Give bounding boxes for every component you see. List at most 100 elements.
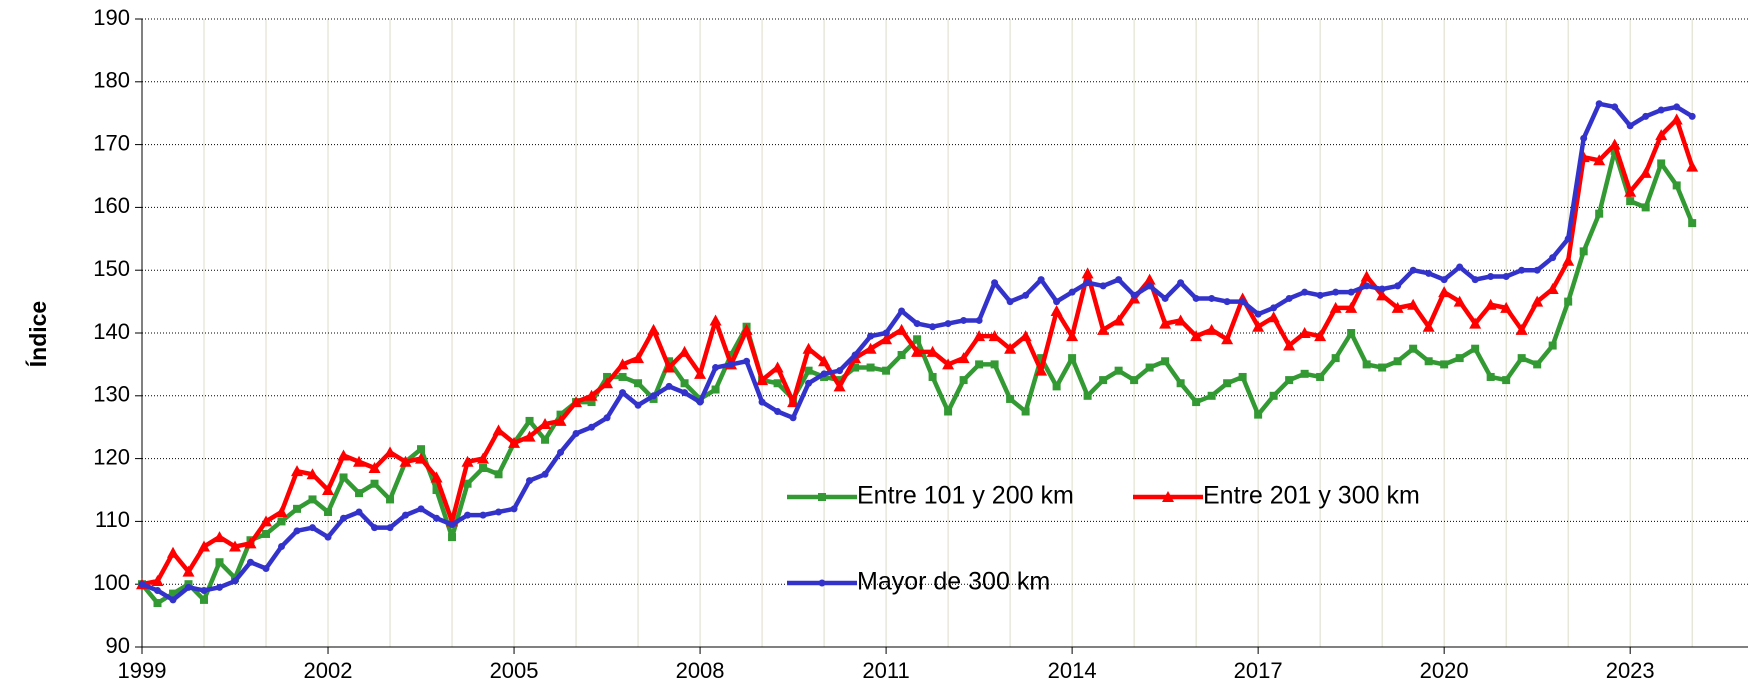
marker	[370, 479, 379, 488]
marker	[1316, 372, 1325, 381]
y-tick-label: 110	[95, 507, 130, 532]
x-tick-label: 2002	[304, 658, 353, 681]
y-tick-label: 120	[93, 444, 130, 469]
y-tick-label: 130	[93, 382, 130, 407]
marker	[247, 558, 255, 566]
marker	[231, 577, 239, 585]
marker	[541, 470, 549, 478]
marker	[1300, 369, 1309, 378]
marker	[433, 514, 441, 522]
marker	[1267, 311, 1280, 323]
marker	[681, 389, 689, 397]
marker	[773, 379, 782, 388]
marker	[275, 505, 288, 517]
marker	[1301, 288, 1309, 296]
marker	[508, 436, 521, 448]
marker	[572, 429, 580, 437]
marker	[665, 382, 673, 390]
marker	[339, 473, 348, 482]
marker	[1252, 320, 1265, 332]
marker	[430, 471, 443, 483]
marker	[663, 361, 676, 373]
marker	[1053, 298, 1061, 306]
marker	[260, 515, 273, 527]
marker	[169, 596, 177, 604]
x-tick-label: 1999	[118, 658, 167, 681]
marker	[1050, 305, 1063, 317]
marker	[743, 357, 751, 365]
marker	[1360, 270, 1373, 282]
marker	[1084, 279, 1092, 287]
x-tick-label: 2011	[862, 658, 909, 681]
marker	[1624, 185, 1637, 197]
marker	[1562, 254, 1575, 266]
marker	[1190, 330, 1203, 342]
marker	[477, 452, 490, 464]
marker	[353, 455, 366, 467]
marker	[895, 323, 908, 335]
marker	[1347, 288, 1355, 296]
marker	[1068, 288, 1076, 296]
marker	[1579, 247, 1588, 256]
marker	[278, 543, 286, 551]
marker	[618, 372, 627, 381]
marker	[1502, 376, 1511, 385]
marker	[942, 358, 955, 370]
marker	[1580, 134, 1588, 142]
marker	[1205, 323, 1218, 335]
marker	[1162, 491, 1174, 502]
marker	[818, 355, 831, 367]
marker	[1425, 269, 1433, 277]
marker	[541, 435, 550, 444]
marker	[1254, 310, 1262, 318]
marker	[727, 350, 736, 359]
line	[140, 148, 1695, 606]
marker	[464, 511, 472, 519]
marker	[587, 398, 596, 407]
marker	[820, 370, 828, 378]
marker	[990, 360, 999, 369]
marker	[340, 514, 348, 522]
marker	[1254, 410, 1263, 419]
marker	[554, 414, 567, 426]
marker	[1161, 357, 1170, 366]
marker	[526, 477, 534, 485]
marker	[709, 314, 722, 326]
marker	[1192, 294, 1200, 302]
marker	[463, 479, 472, 488]
marker	[1608, 138, 1621, 150]
marker	[494, 470, 503, 479]
marker	[774, 408, 782, 415]
marker	[1052, 382, 1061, 391]
marker	[647, 323, 660, 335]
marker	[1285, 294, 1293, 302]
marker	[1221, 333, 1234, 345]
marker	[185, 583, 193, 591]
marker	[1471, 344, 1480, 353]
marker	[308, 495, 317, 504]
marker	[415, 452, 428, 464]
marker	[1500, 301, 1513, 313]
y-tick-label: 170	[93, 130, 130, 155]
y-tick-label: 160	[93, 193, 130, 218]
marker	[1130, 376, 1139, 385]
marker	[1314, 330, 1327, 342]
marker	[913, 335, 922, 344]
marker	[588, 423, 596, 431]
x-tick-label: 2014	[1048, 658, 1097, 681]
marker	[835, 376, 844, 385]
marker	[1114, 366, 1123, 375]
marker	[277, 517, 286, 526]
marker	[804, 366, 813, 375]
x-tick-label: 2008	[676, 658, 725, 681]
marker	[1626, 122, 1634, 130]
marker	[399, 455, 412, 467]
marker	[1595, 100, 1603, 108]
marker	[603, 372, 612, 381]
marker	[712, 364, 720, 372]
marker	[758, 398, 766, 406]
marker	[1642, 112, 1650, 120]
series	[138, 146, 1697, 608]
series	[138, 100, 1696, 604]
marker	[696, 398, 704, 406]
